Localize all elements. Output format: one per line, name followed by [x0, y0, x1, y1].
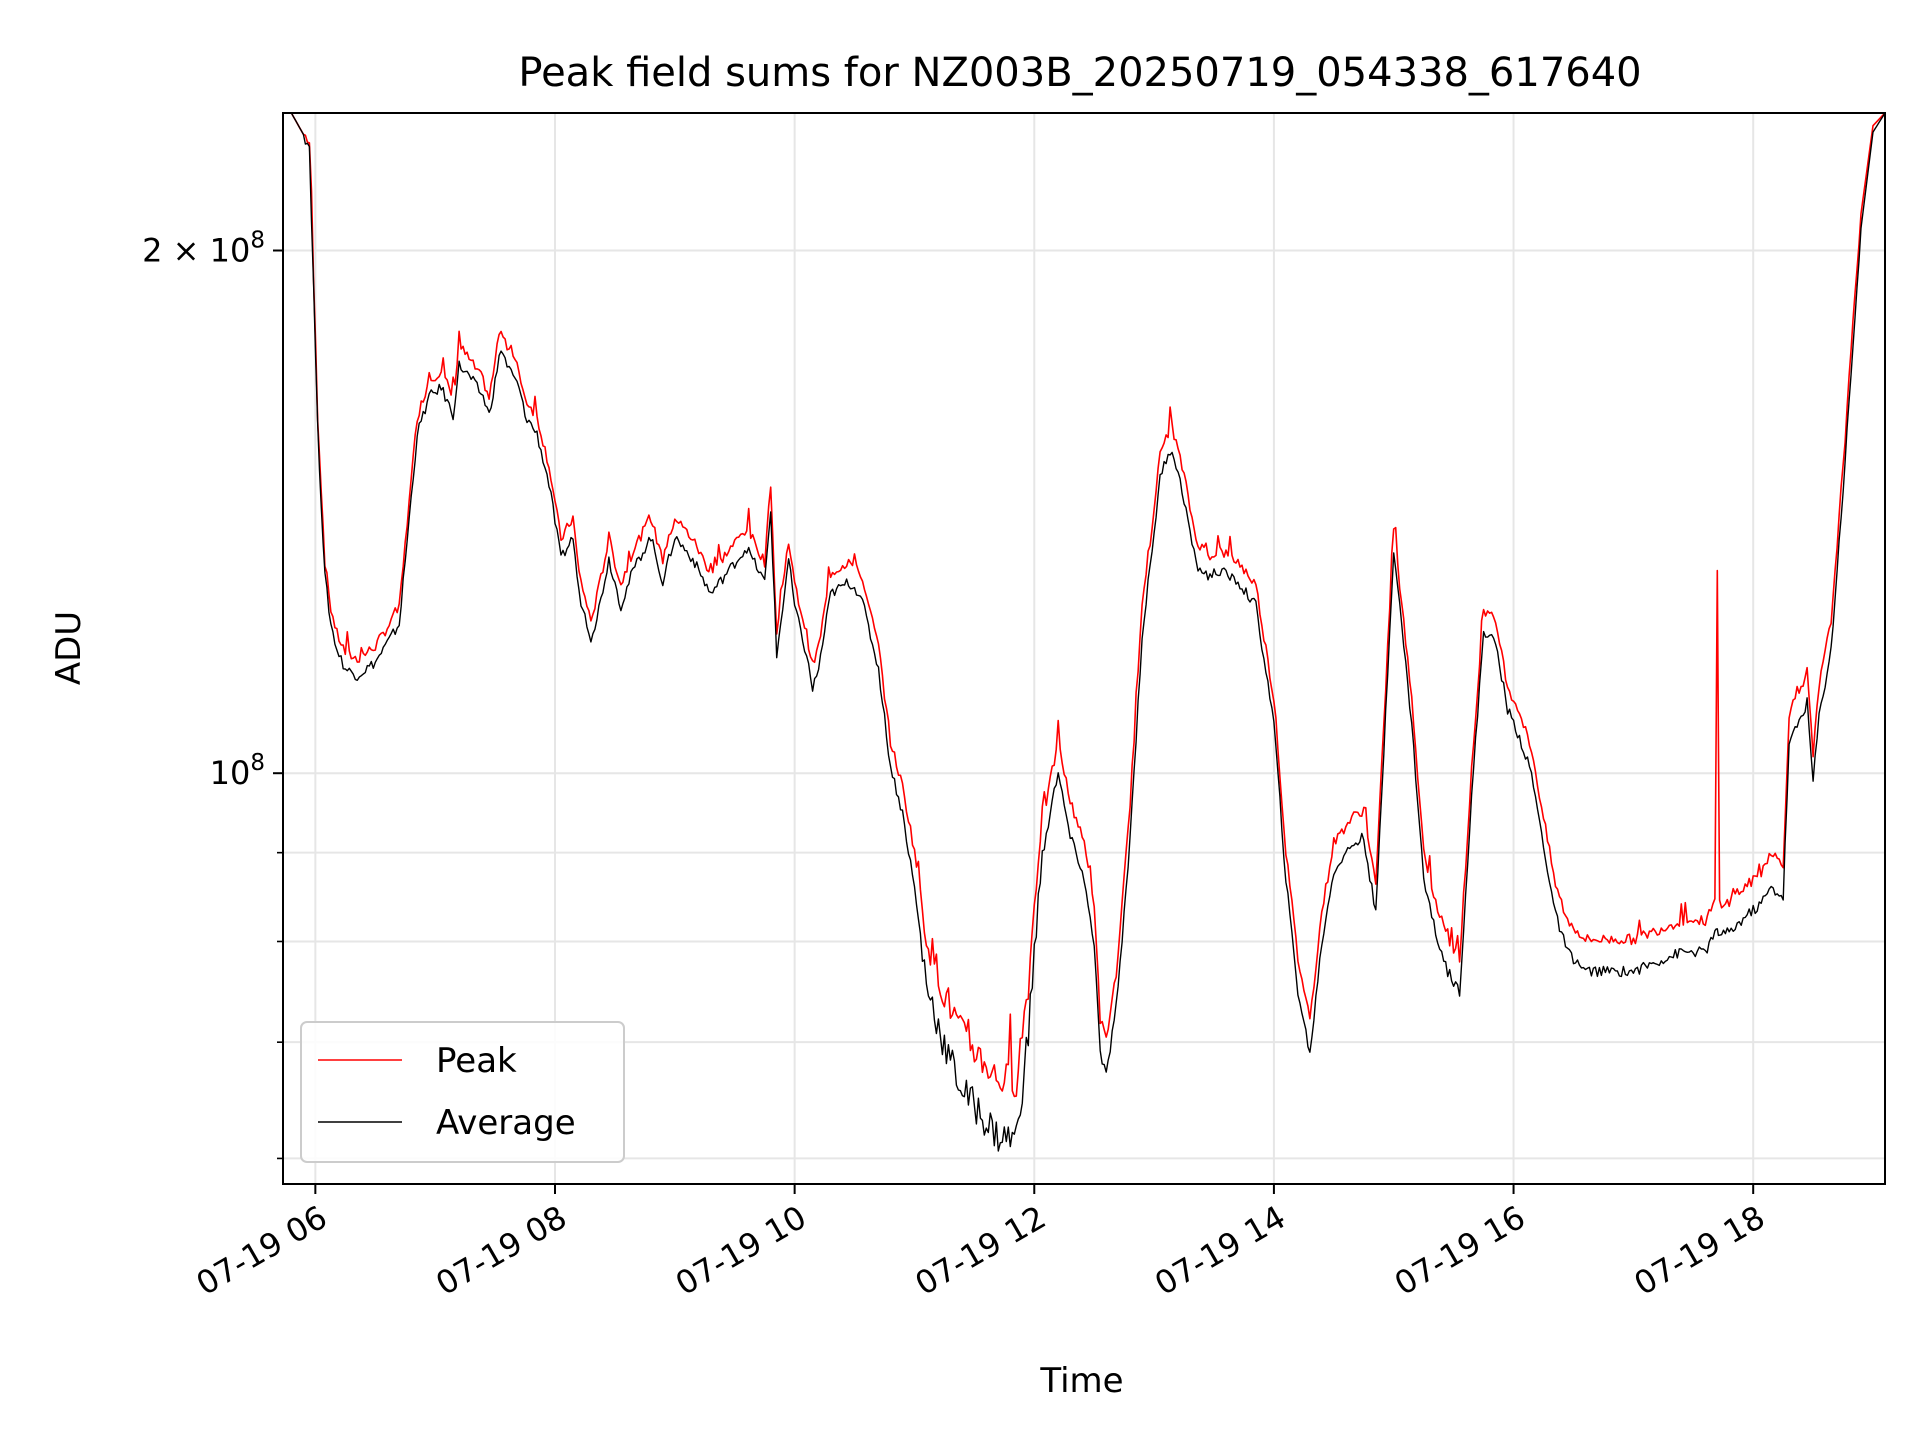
y-tick-label-1: 2 × 108	[142, 227, 265, 269]
y-axis-label: ADU	[49, 611, 89, 685]
y-tick-label-0: 108	[210, 750, 265, 792]
grid-lines	[283, 113, 1885, 1184]
chart-title: Peak field sums for NZ003B_20250719_0543…	[518, 50, 1641, 96]
legend: Peak Average	[300, 1021, 625, 1163]
series-line-peak	[283, 113, 1885, 1098]
legend-box	[300, 1021, 625, 1163]
x-axis-label: Time	[1039, 1361, 1123, 1401]
y-axis-ticks: 108 2 × 108	[142, 227, 283, 1160]
series-line-average	[283, 113, 1885, 1152]
plot-area-frame	[282, 112, 1886, 1185]
legend-label-average: Average	[436, 1103, 576, 1143]
series-lines	[283, 113, 1885, 1152]
legend-label-peak: Peak	[436, 1041, 517, 1081]
